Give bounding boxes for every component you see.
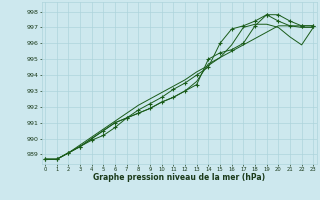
- X-axis label: Graphe pression niveau de la mer (hPa): Graphe pression niveau de la mer (hPa): [93, 173, 265, 182]
